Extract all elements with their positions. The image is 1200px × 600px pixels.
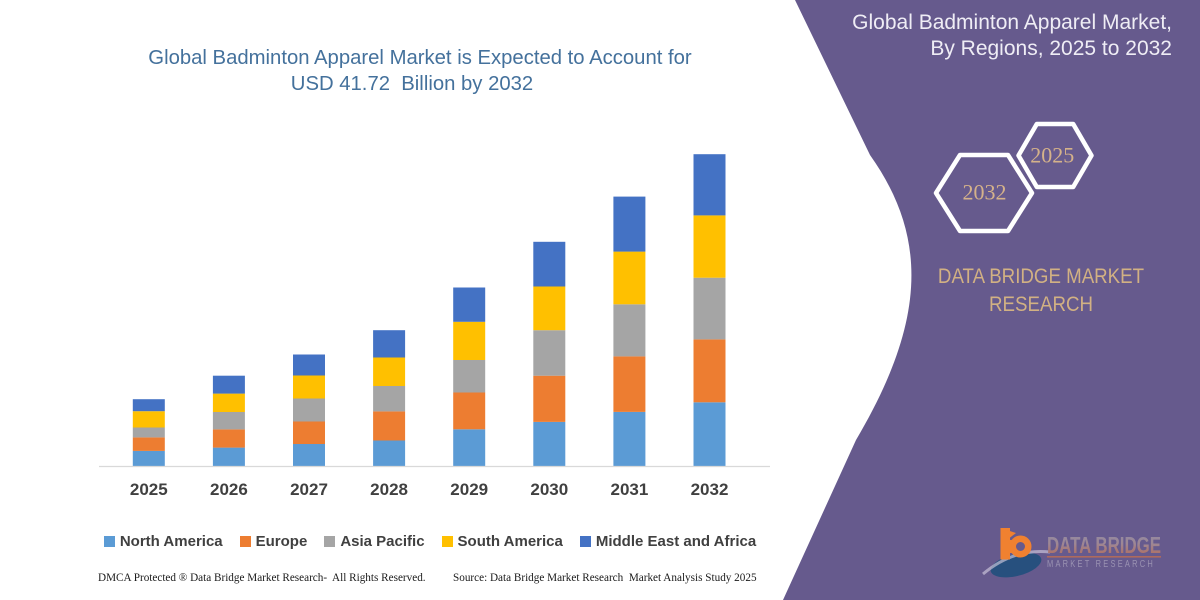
svg-text:2025: 2025 bbox=[1030, 142, 1074, 167]
svg-text:2032: 2032 bbox=[963, 179, 1007, 204]
svg-text:2030: 2030 bbox=[530, 480, 568, 499]
svg-text:2026: 2026 bbox=[210, 480, 248, 499]
svg-text:2029: 2029 bbox=[450, 480, 488, 499]
svg-text:2032: 2032 bbox=[691, 480, 729, 499]
svg-text:2027: 2027 bbox=[290, 480, 328, 499]
svg-text:2031: 2031 bbox=[610, 480, 648, 499]
svg-text:DATA BRIDGE: DATA BRIDGE bbox=[1047, 532, 1161, 558]
svg-text:2025: 2025 bbox=[130, 480, 168, 499]
svg-text:2028: 2028 bbox=[370, 480, 408, 499]
svg-text:MARKET RESEARCH: MARKET RESEARCH bbox=[1047, 559, 1155, 570]
